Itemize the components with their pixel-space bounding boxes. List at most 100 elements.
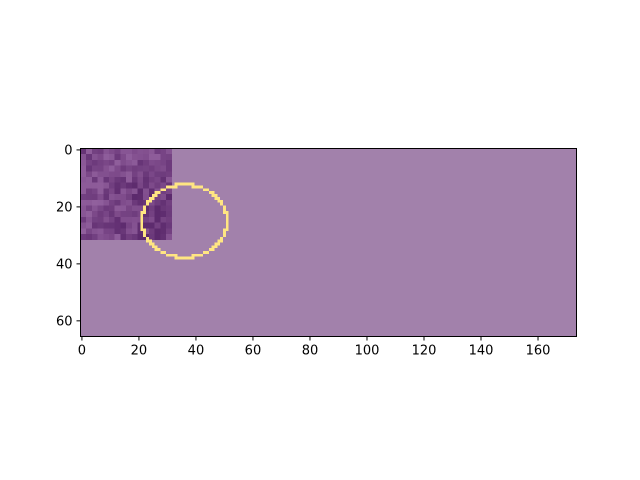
contour-pixel bbox=[140, 219, 144, 223]
texture-cell bbox=[160, 211, 167, 218]
texture-cell bbox=[143, 188, 150, 195]
texture-cell bbox=[148, 222, 155, 229]
texture-cell bbox=[109, 188, 116, 195]
texture-cell bbox=[131, 233, 138, 240]
texture-cell bbox=[97, 216, 104, 223]
contour-pixel bbox=[174, 185, 178, 189]
texture-cell bbox=[166, 222, 173, 229]
contour-pixel bbox=[151, 242, 155, 246]
texture-cell bbox=[114, 154, 121, 161]
x-tick-label: 40 bbox=[188, 344, 205, 359]
texture-cell bbox=[160, 165, 167, 172]
texture-cell bbox=[91, 176, 98, 183]
contour-pixel bbox=[220, 239, 224, 243]
contour-pixel bbox=[174, 182, 178, 186]
texture-cell bbox=[103, 171, 110, 178]
texture-cell bbox=[109, 159, 116, 166]
texture-cell bbox=[97, 148, 104, 155]
contour-pixel bbox=[171, 185, 175, 189]
texture-cell bbox=[91, 216, 98, 223]
texture-cell bbox=[120, 148, 127, 155]
texture-cell bbox=[109, 233, 116, 240]
texture-cell bbox=[103, 199, 110, 206]
x-tick-label: 140 bbox=[469, 344, 494, 359]
texture-cell bbox=[131, 222, 138, 229]
texture-cell bbox=[109, 205, 116, 212]
texture-cell bbox=[154, 182, 161, 189]
contour-pixel bbox=[163, 251, 167, 254]
texture-cell bbox=[86, 165, 93, 172]
texture-cell bbox=[80, 216, 87, 223]
texture-cell bbox=[80, 154, 87, 161]
texture-cell bbox=[80, 165, 87, 172]
texture-cell bbox=[103, 222, 110, 229]
contour-pixel bbox=[214, 194, 218, 197]
texture-cell bbox=[80, 171, 87, 178]
texture-cell bbox=[131, 182, 138, 189]
texture-cell bbox=[148, 176, 155, 183]
texture-cell bbox=[143, 182, 150, 189]
texture-cell bbox=[166, 233, 173, 240]
texture-cell bbox=[103, 148, 110, 155]
texture-cell bbox=[148, 154, 155, 161]
texture-cell bbox=[86, 228, 93, 235]
texture-cell bbox=[154, 205, 161, 212]
contour-pixel bbox=[225, 211, 229, 215]
contour-pixel bbox=[188, 256, 192, 260]
x-tick-label: 120 bbox=[412, 344, 437, 359]
texture-cell bbox=[120, 159, 127, 166]
texture-cell bbox=[114, 176, 121, 183]
contour-pixel bbox=[217, 242, 221, 246]
texture-cell bbox=[114, 194, 121, 201]
plot-area bbox=[80, 148, 577, 337]
texture-cell bbox=[160, 188, 167, 195]
texture-cell bbox=[97, 165, 104, 172]
texture-cell bbox=[109, 228, 116, 235]
contour-pixel bbox=[154, 248, 158, 252]
texture-cell bbox=[109, 194, 116, 201]
texture-cell bbox=[97, 233, 104, 240]
texture-cell bbox=[86, 222, 93, 229]
texture-cell bbox=[131, 159, 138, 166]
x-tick-label: 80 bbox=[302, 344, 319, 359]
texture-cell bbox=[80, 211, 87, 218]
texture-cell bbox=[143, 171, 150, 178]
texture-cell bbox=[143, 148, 150, 155]
contour-pixel bbox=[174, 256, 178, 260]
texture-cell bbox=[97, 182, 104, 189]
texture-cell bbox=[148, 205, 155, 212]
texture-cell bbox=[109, 176, 116, 183]
texture-cell bbox=[137, 194, 144, 201]
texture-cell bbox=[126, 216, 133, 223]
texture-cell bbox=[103, 205, 110, 212]
texture-cell bbox=[114, 222, 121, 229]
texture-cell bbox=[114, 148, 121, 155]
texture-cell bbox=[120, 171, 127, 178]
texture-cell bbox=[137, 148, 144, 155]
texture-cell bbox=[148, 148, 155, 155]
contour-pixel bbox=[191, 256, 195, 260]
texture-cell bbox=[80, 205, 87, 212]
texture-cell bbox=[86, 154, 93, 161]
texture-cell bbox=[143, 205, 150, 212]
texture-cell bbox=[120, 176, 127, 183]
circle-contour bbox=[140, 182, 229, 260]
texture-cell bbox=[91, 154, 98, 161]
texture-cell bbox=[91, 194, 98, 201]
texture-cell bbox=[160, 171, 167, 178]
texture-cell bbox=[160, 194, 167, 201]
texture-cell bbox=[126, 165, 133, 172]
contour-pixel bbox=[183, 182, 186, 186]
texture-cell bbox=[131, 176, 138, 183]
contour-pixel bbox=[225, 222, 229, 226]
texture-cell bbox=[126, 228, 133, 235]
texture-cell bbox=[109, 216, 116, 223]
texture-cell bbox=[154, 211, 161, 218]
texture-cell bbox=[131, 165, 138, 172]
texture-cell bbox=[126, 182, 133, 189]
texture-cell bbox=[91, 205, 98, 212]
texture-cell bbox=[109, 222, 116, 229]
contour-pixel bbox=[151, 196, 155, 200]
contour-pixel bbox=[223, 228, 226, 232]
contour-pixel bbox=[225, 228, 229, 232]
